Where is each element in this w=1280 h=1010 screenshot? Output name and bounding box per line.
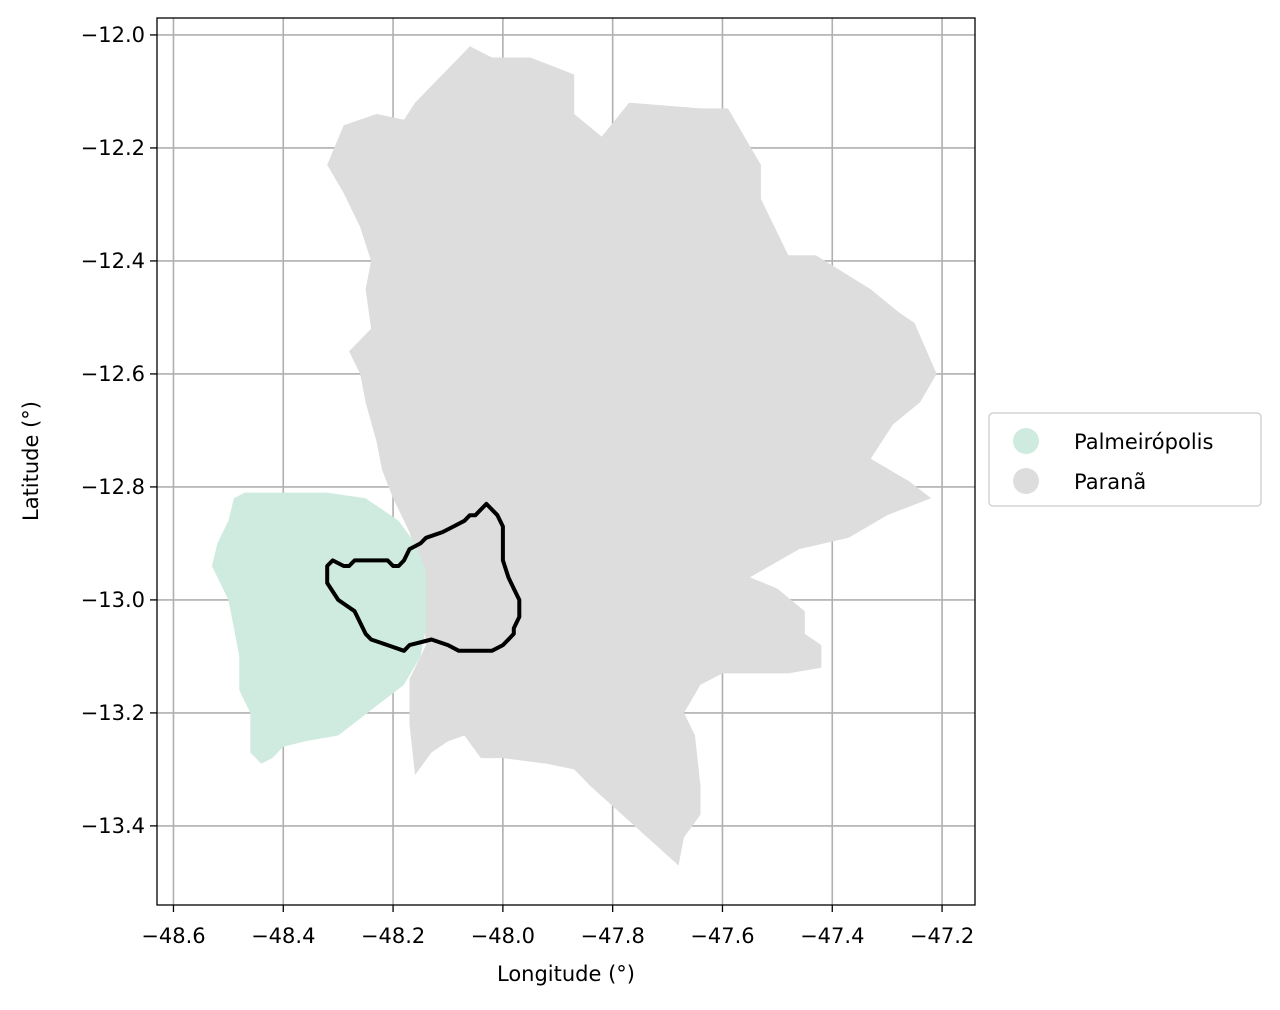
- x-tick-label: −47.4: [800, 924, 864, 948]
- y-tick-label: −12.8: [81, 475, 145, 499]
- x-tick-label: −48.0: [471, 924, 535, 948]
- y-tick-label: −13.4: [81, 814, 145, 838]
- y-tick-label: −13.0: [81, 588, 145, 612]
- legend-marker-palmeiropolis: [1013, 428, 1039, 454]
- y-tick-label: −12.2: [81, 136, 145, 160]
- x-tick-label: −48.4: [251, 924, 315, 948]
- study-area-outline-layer: [325, 501, 522, 653]
- x-axis-label: Longitude (°): [497, 962, 635, 986]
- y-tick-label: −12.6: [81, 362, 145, 386]
- legend-label-palmeiropolis: Palmeirópolis: [1074, 430, 1213, 454]
- axes-frame: [156, 17, 976, 906]
- x-tick-label: −48.6: [141, 924, 205, 948]
- y-tick-label: −12.4: [81, 249, 145, 273]
- x-tick-label: −47.2: [910, 924, 974, 948]
- y-axis-label: Latitude (°): [19, 401, 43, 521]
- x-tick-label: −47.8: [580, 924, 644, 948]
- legend-frame: [988, 412, 1262, 507]
- y-tick-label: −12.0: [81, 23, 145, 47]
- study-area-outline: [325, 501, 522, 653]
- x-tick-label: −47.6: [690, 924, 754, 948]
- axis-ticks: −48.6 −48.4 −48.2 −48.0 −47.8 −47.6 −47.4 −47.2…: [81, 23, 975, 948]
- legend: Palmeirópolis Paranã: [988, 412, 1262, 507]
- region-parana: [327, 46, 937, 866]
- y-tick-label: −13.2: [81, 701, 145, 725]
- legend-marker-parana: [1013, 468, 1039, 494]
- x-tick-label: −48.2: [361, 924, 425, 948]
- legend-label-parana: Paranã: [1074, 470, 1146, 494]
